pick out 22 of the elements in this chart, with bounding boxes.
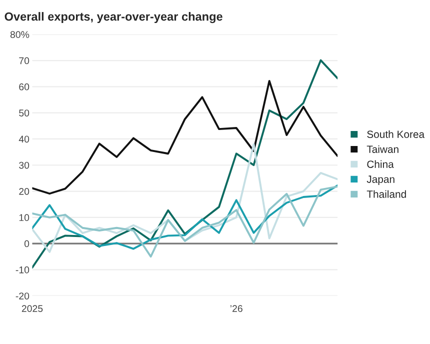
legend-label: South Korea: [367, 130, 425, 138]
line-series: [32, 143, 338, 253]
y-tick-label: -20: [16, 292, 30, 300]
y-tick-label: -10: [16, 266, 30, 274]
y-tick-label: 40: [18, 136, 30, 143]
y-tick-label: 10: [19, 214, 30, 222]
legend-label: Thailand: [366, 190, 406, 198]
chart-title: Overall exports, year-over-year change: [4, 12, 222, 24]
legend-label: Taiwan: [366, 145, 398, 153]
x-tick-label: 2025: [22, 305, 43, 312]
legend-label: Japan: [366, 176, 394, 185]
y-tick-label: 30: [19, 162, 30, 169]
y-tick-label: 20: [19, 188, 30, 195]
legend-label: China: [367, 160, 394, 168]
y-tick-label: 70: [19, 57, 30, 64]
y-tick-label: 0: [24, 240, 30, 248]
y-tick-label: 80%: [10, 31, 30, 38]
line-series: [32, 59, 338, 269]
y-tick-label: 50: [19, 110, 30, 116]
x-tick-label: ’26: [230, 305, 242, 312]
line-series: [32, 80, 338, 195]
y-tick-label: 60: [19, 83, 30, 90]
